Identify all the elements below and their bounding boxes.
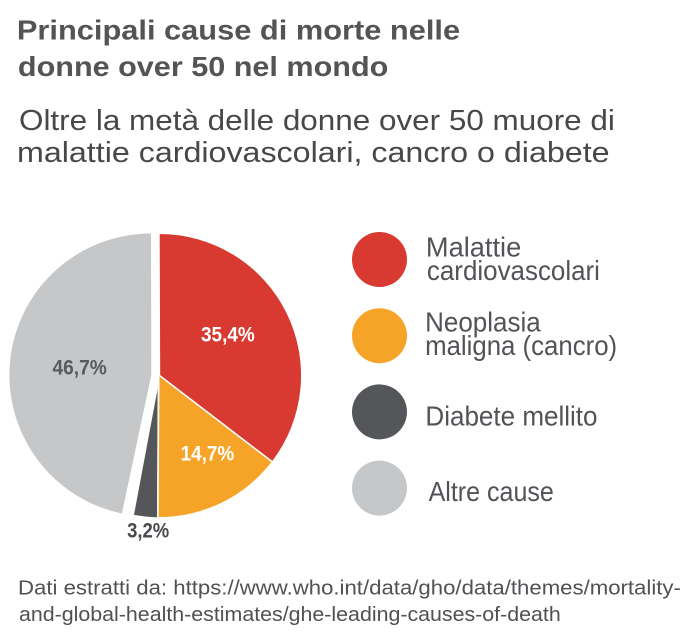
svg-text:3,2%: 3,2% <box>127 519 169 542</box>
svg-text:35,4%: 35,4% <box>201 324 255 347</box>
svg-text:Dati estratti da: https://www.: Dati estratti da: https://www.who.int/da… <box>18 577 681 599</box>
svg-text:Neoplasia: Neoplasia <box>425 307 542 338</box>
svg-text:Principali cause di morte nell: Principali cause di morte nelle <box>17 15 460 46</box>
svg-text:Altre cause: Altre cause <box>429 476 554 508</box>
svg-text:cardiovascolari: cardiovascolari <box>427 255 600 286</box>
svg-text:and-global-health-estimates/gh: and-global-health-estimates/ghe-leading-… <box>19 604 561 626</box>
svg-text:14,7%: 14,7% <box>181 442 235 465</box>
svg-text:Oltre la metà delle donne over: Oltre la metà delle donne over 50 muore … <box>19 105 615 136</box>
svg-text:maligna (cancro): maligna (cancro) <box>425 330 617 361</box>
svg-text:donne over 50 nel mondo: donne over 50 nel mondo <box>18 51 388 83</box>
svg-text:Malattie: Malattie <box>426 231 521 262</box>
svg-text:Diabete mellito: Diabete mellito <box>425 401 597 432</box>
svg-text:malattie cardiovascolari, canc: malattie cardiovascolari, cancro o diabe… <box>17 137 610 169</box>
svg-text:46,7%: 46,7% <box>53 357 107 380</box>
